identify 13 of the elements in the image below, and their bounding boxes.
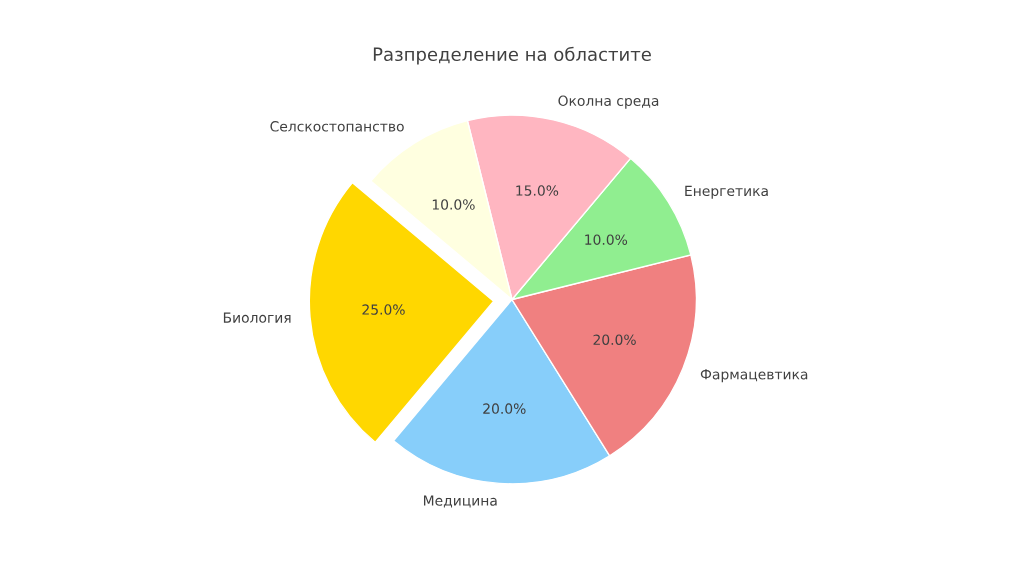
slice-label: Енергетика (685, 185, 768, 199)
data-label: 20.0% (483, 403, 526, 414)
slice-label: Медицина (423, 495, 497, 508)
data-label: 10.0% (585, 234, 628, 245)
slice-label: Селскостопанство (270, 121, 404, 132)
chart-title: Разпределение на областите (373, 46, 651, 65)
data-label: 15.0% (516, 185, 559, 196)
slice-label: Биология (223, 312, 291, 323)
slice-label: Околна среда (558, 95, 659, 109)
data-label: 20.0% (593, 334, 636, 345)
data-label: 10.0% (432, 199, 475, 210)
data-label: 25.0% (362, 304, 405, 315)
slice-label: Фармацевтика (700, 369, 808, 383)
